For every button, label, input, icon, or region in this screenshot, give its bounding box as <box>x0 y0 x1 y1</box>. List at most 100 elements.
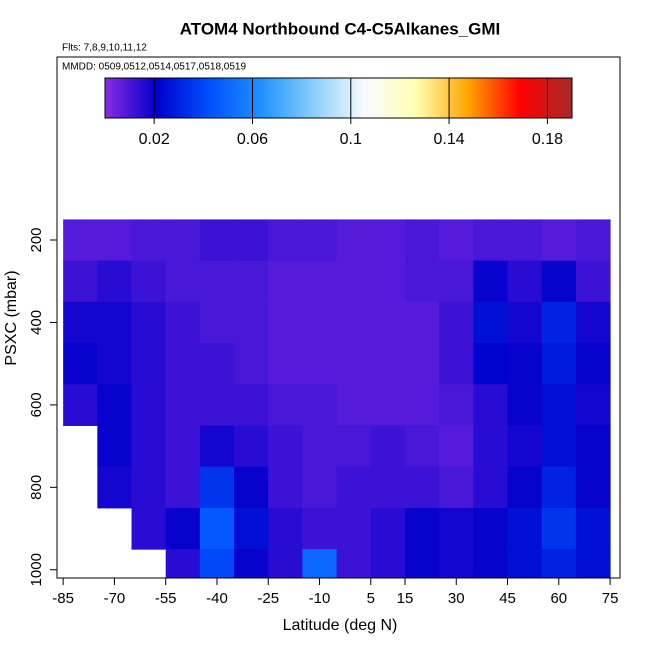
heatmap-cell <box>404 425 440 468</box>
heatmap-cell <box>234 301 269 344</box>
heatmap-cell <box>575 343 611 385</box>
heatmap-cell <box>234 219 269 262</box>
heatmap-cell <box>302 466 338 509</box>
heatmap-cell <box>268 301 303 344</box>
heatmap-cell <box>302 301 338 344</box>
heatmap-cell <box>302 425 338 468</box>
heatmap-cell <box>234 507 269 550</box>
colorbar-tick-label: 0.1 <box>340 131 362 148</box>
heatmap-cell <box>541 466 577 509</box>
heatmap-cell <box>473 260 509 303</box>
heatmap-cell <box>97 466 133 509</box>
heatmap-cell <box>268 466 303 509</box>
heatmap-cell <box>165 549 201 578</box>
heatmap-cell <box>541 219 577 262</box>
heatmap-cell <box>165 466 201 509</box>
colorbar <box>104 77 573 119</box>
heatmap-cell <box>507 301 543 344</box>
heatmap-cell <box>336 425 372 468</box>
heatmap-cell <box>473 384 509 426</box>
heatmap-cell <box>131 219 167 262</box>
heatmap-cell <box>199 384 235 426</box>
colorbar-tick-label: 0.02 <box>139 131 170 148</box>
y-axis-label: PSXC (mbar) <box>3 270 20 365</box>
heatmap-cell <box>199 549 235 578</box>
x-tick-label: 45 <box>499 590 516 607</box>
heatmap-cell <box>199 260 235 303</box>
plot-frame <box>56 56 621 579</box>
heatmap-cell <box>336 219 372 262</box>
heatmap-cell <box>234 343 269 385</box>
heatmap-cell <box>541 425 577 468</box>
x-tick-label: 30 <box>448 590 465 607</box>
x-tick-label: -85 <box>52 590 74 607</box>
heatmap-cell <box>165 425 201 468</box>
heatmap-cell <box>165 301 201 344</box>
heatmap-cell <box>575 466 611 509</box>
heatmap-cell <box>302 549 338 578</box>
heatmap-cell <box>575 384 611 426</box>
heatmap-cell <box>165 507 201 550</box>
x-tick-label: 75 <box>602 590 619 607</box>
heatmap-cell <box>268 507 303 550</box>
subtitle: Flts: 7,8,9,10,11,12 <box>62 43 147 54</box>
heatmap-cell <box>404 507 440 550</box>
heatmap-cell <box>541 549 577 578</box>
heatmap-cell <box>165 343 201 385</box>
heatmap-cell <box>199 219 235 262</box>
y-tick-label: 600 <box>28 392 45 417</box>
heatmap-cell <box>575 219 611 262</box>
heatmap-cell <box>370 260 406 303</box>
x-tick-label: 5 <box>367 590 375 607</box>
heatmap-cell <box>268 219 303 262</box>
heatmap-cell <box>439 301 474 344</box>
heatmap-cell <box>336 466 372 509</box>
heatmap-cell <box>131 301 167 344</box>
heatmap-cell <box>473 466 509 509</box>
heatmap-cell <box>404 301 440 344</box>
heatmap-cell <box>439 466 474 509</box>
heatmap-cell <box>234 425 269 468</box>
heatmap-cell <box>473 549 509 578</box>
heatmap-cell <box>370 384 406 426</box>
heatmap-cell <box>473 219 509 262</box>
x-axis-label: Latitude (deg N) <box>283 617 398 634</box>
heatmap-cell <box>439 549 474 578</box>
heatmap-cell <box>234 384 269 426</box>
heatmap-cell <box>370 425 406 468</box>
heatmap-cell <box>131 384 167 426</box>
heatmap-cell <box>370 549 406 578</box>
heatmap-cell <box>199 425 235 468</box>
x-tick-label: -55 <box>155 590 177 607</box>
heatmap-cell <box>370 219 406 262</box>
heatmap-cell <box>541 384 577 426</box>
heatmap <box>63 219 611 578</box>
heatmap-cell <box>439 343 474 385</box>
heatmap-cell <box>268 549 303 578</box>
colorbar-tick-label: 0.18 <box>532 131 563 148</box>
heatmap-cell <box>302 219 338 262</box>
heatmap-cell <box>507 507 543 550</box>
heatmap-cell <box>439 219 474 262</box>
heatmap-cell <box>370 507 406 550</box>
heatmap-cell <box>97 425 133 468</box>
heatmap-cell <box>507 425 543 468</box>
heatmap-cell <box>404 343 440 385</box>
heatmap-cell <box>131 507 167 550</box>
x-tick-label: -10 <box>309 590 331 607</box>
heatmap-cell <box>97 219 133 262</box>
heatmap-cell <box>268 425 303 468</box>
heatmap-cell <box>97 260 133 303</box>
heatmap-cell <box>268 343 303 385</box>
colorbar-tick-label: 0.06 <box>237 131 268 148</box>
heatmap-cell <box>302 260 338 303</box>
chart-title: ATOM4 Northbound C4-C5Alkanes_GMI <box>180 19 501 38</box>
heatmap-cell <box>404 466 440 509</box>
heatmap-cell <box>234 549 269 578</box>
heatmap-cell <box>63 384 98 426</box>
heatmap-cell <box>404 549 440 578</box>
annotation: MMDD: 0509,0512,0514,0517,0518,0519 <box>62 62 246 73</box>
heatmap-cell <box>370 343 406 385</box>
heatmap-cell <box>473 425 509 468</box>
heatmap-cell <box>439 507 474 550</box>
